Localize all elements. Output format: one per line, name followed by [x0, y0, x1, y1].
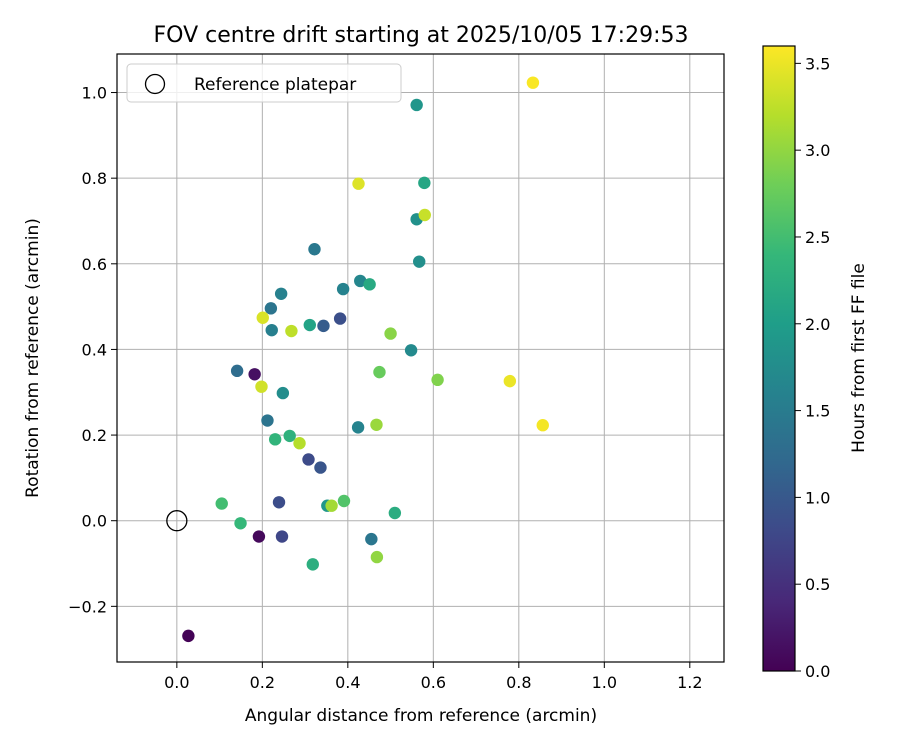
data-points — [182, 76, 549, 643]
colorbar-frame — [762, 45, 796, 672]
y-axis-label: Rotation from reference (arcmin) — [23, 218, 43, 498]
x-axis-label: Angular distance from reference (arcmin) — [245, 706, 597, 726]
data-point — [503, 374, 517, 388]
y-tick-label: 1.0 — [82, 84, 107, 103]
colorbar-label: Hours from first FF file — [849, 263, 869, 453]
y-tick-label: 0.6 — [82, 255, 107, 274]
data-point — [265, 323, 278, 337]
data-point — [283, 429, 296, 443]
grid — [117, 54, 724, 662]
colorbar-tick-label: 1.5 — [805, 402, 830, 421]
data-point — [333, 312, 347, 325]
data-point — [317, 319, 330, 333]
data-point — [536, 419, 549, 432]
colorbar-ticks: 0.0 0.5 1.0 1.5 2.0 2.5 3.0 3.5 — [795, 54, 830, 681]
data-point — [215, 497, 228, 510]
x-tick-label: 0.4 — [335, 673, 360, 692]
data-point — [404, 344, 418, 357]
data-point — [418, 208, 431, 222]
data-point — [354, 274, 367, 288]
legend: Reference platepar — [126, 63, 402, 103]
colorbar-tick-label: 2.0 — [805, 315, 830, 334]
data-point — [363, 278, 376, 291]
data-point — [365, 532, 378, 546]
data-point — [370, 550, 384, 564]
data-point — [276, 386, 290, 400]
data-point — [272, 496, 286, 509]
data-point — [182, 629, 195, 643]
data-point — [314, 461, 327, 474]
plot-frame — [116, 53, 725, 663]
x-tick-label: 0.6 — [421, 673, 446, 692]
colorbar-tick-label: 3.5 — [805, 54, 830, 73]
data-point — [248, 368, 261, 381]
data-point — [302, 453, 315, 466]
data-point — [352, 177, 365, 190]
colorbar-gradient — [763, 46, 795, 671]
data-point — [370, 418, 383, 431]
chart-title: FOV centre drift starting at 2025/10/05 … — [154, 23, 689, 48]
y-tick-label: 0.4 — [82, 340, 107, 359]
legend-box — [126, 63, 402, 103]
data-point — [418, 176, 431, 190]
y-axis-ticks: −0.2 0.0 0.2 0.4 0.6 0.8 1.0 — [68, 84, 117, 616]
data-point — [413, 255, 426, 268]
data-point — [325, 499, 338, 512]
colorbar-tick-label: 0.0 — [805, 662, 830, 681]
legend-label-reference: Reference platepar — [194, 75, 356, 95]
colorbar-tick-label: 3.0 — [805, 141, 830, 160]
y-tick-label: −0.2 — [68, 597, 107, 616]
colorbar-tick-label: 2.5 — [805, 228, 830, 247]
data-point — [252, 530, 266, 543]
data-point — [230, 364, 244, 378]
data-point — [351, 421, 365, 434]
data-point — [384, 327, 397, 340]
reference-layer — [166, 510, 188, 532]
data-point — [261, 414, 274, 427]
colorbar-tick-label: 0.5 — [805, 575, 830, 594]
y-tick-label: 0.8 — [82, 169, 107, 188]
x-tick-label: 0.0 — [164, 673, 189, 692]
data-point — [255, 380, 268, 393]
data-point — [308, 243, 321, 256]
x-tick-label: 0.2 — [250, 673, 275, 692]
data-point — [274, 287, 288, 300]
data-point — [268, 433, 282, 446]
reference-platepar-marker — [166, 510, 188, 532]
data-point — [337, 494, 351, 508]
x-tick-label: 0.8 — [506, 673, 531, 692]
y-tick-label: 0.2 — [82, 426, 107, 445]
data-point — [388, 506, 402, 520]
data-point — [303, 318, 316, 332]
data-point — [285, 324, 298, 338]
data-point — [431, 373, 444, 387]
legend-marker-reference — [144, 73, 166, 95]
data-point — [336, 282, 350, 296]
data-point — [234, 517, 247, 530]
colorbar-tick-label: 1.0 — [805, 488, 830, 507]
y-tick-label: 0.0 — [82, 512, 107, 531]
data-point — [293, 437, 306, 450]
data-point — [373, 365, 386, 379]
colorbar: 0.0 0.5 1.0 1.5 2.0 2.5 3.0 3.5 Hours from firs… — [762, 45, 869, 681]
data-point — [275, 530, 289, 543]
x-tick-label: 1.0 — [592, 673, 617, 692]
data-point — [410, 98, 423, 112]
data-point — [306, 558, 319, 571]
data-point — [264, 302, 278, 315]
data-point — [256, 311, 269, 324]
data-point — [526, 76, 540, 89]
x-axis-ticks: 0.0 0.2 0.4 0.6 0.8 1.0 1.2 — [164, 662, 703, 692]
x-tick-label: 1.2 — [677, 673, 702, 692]
